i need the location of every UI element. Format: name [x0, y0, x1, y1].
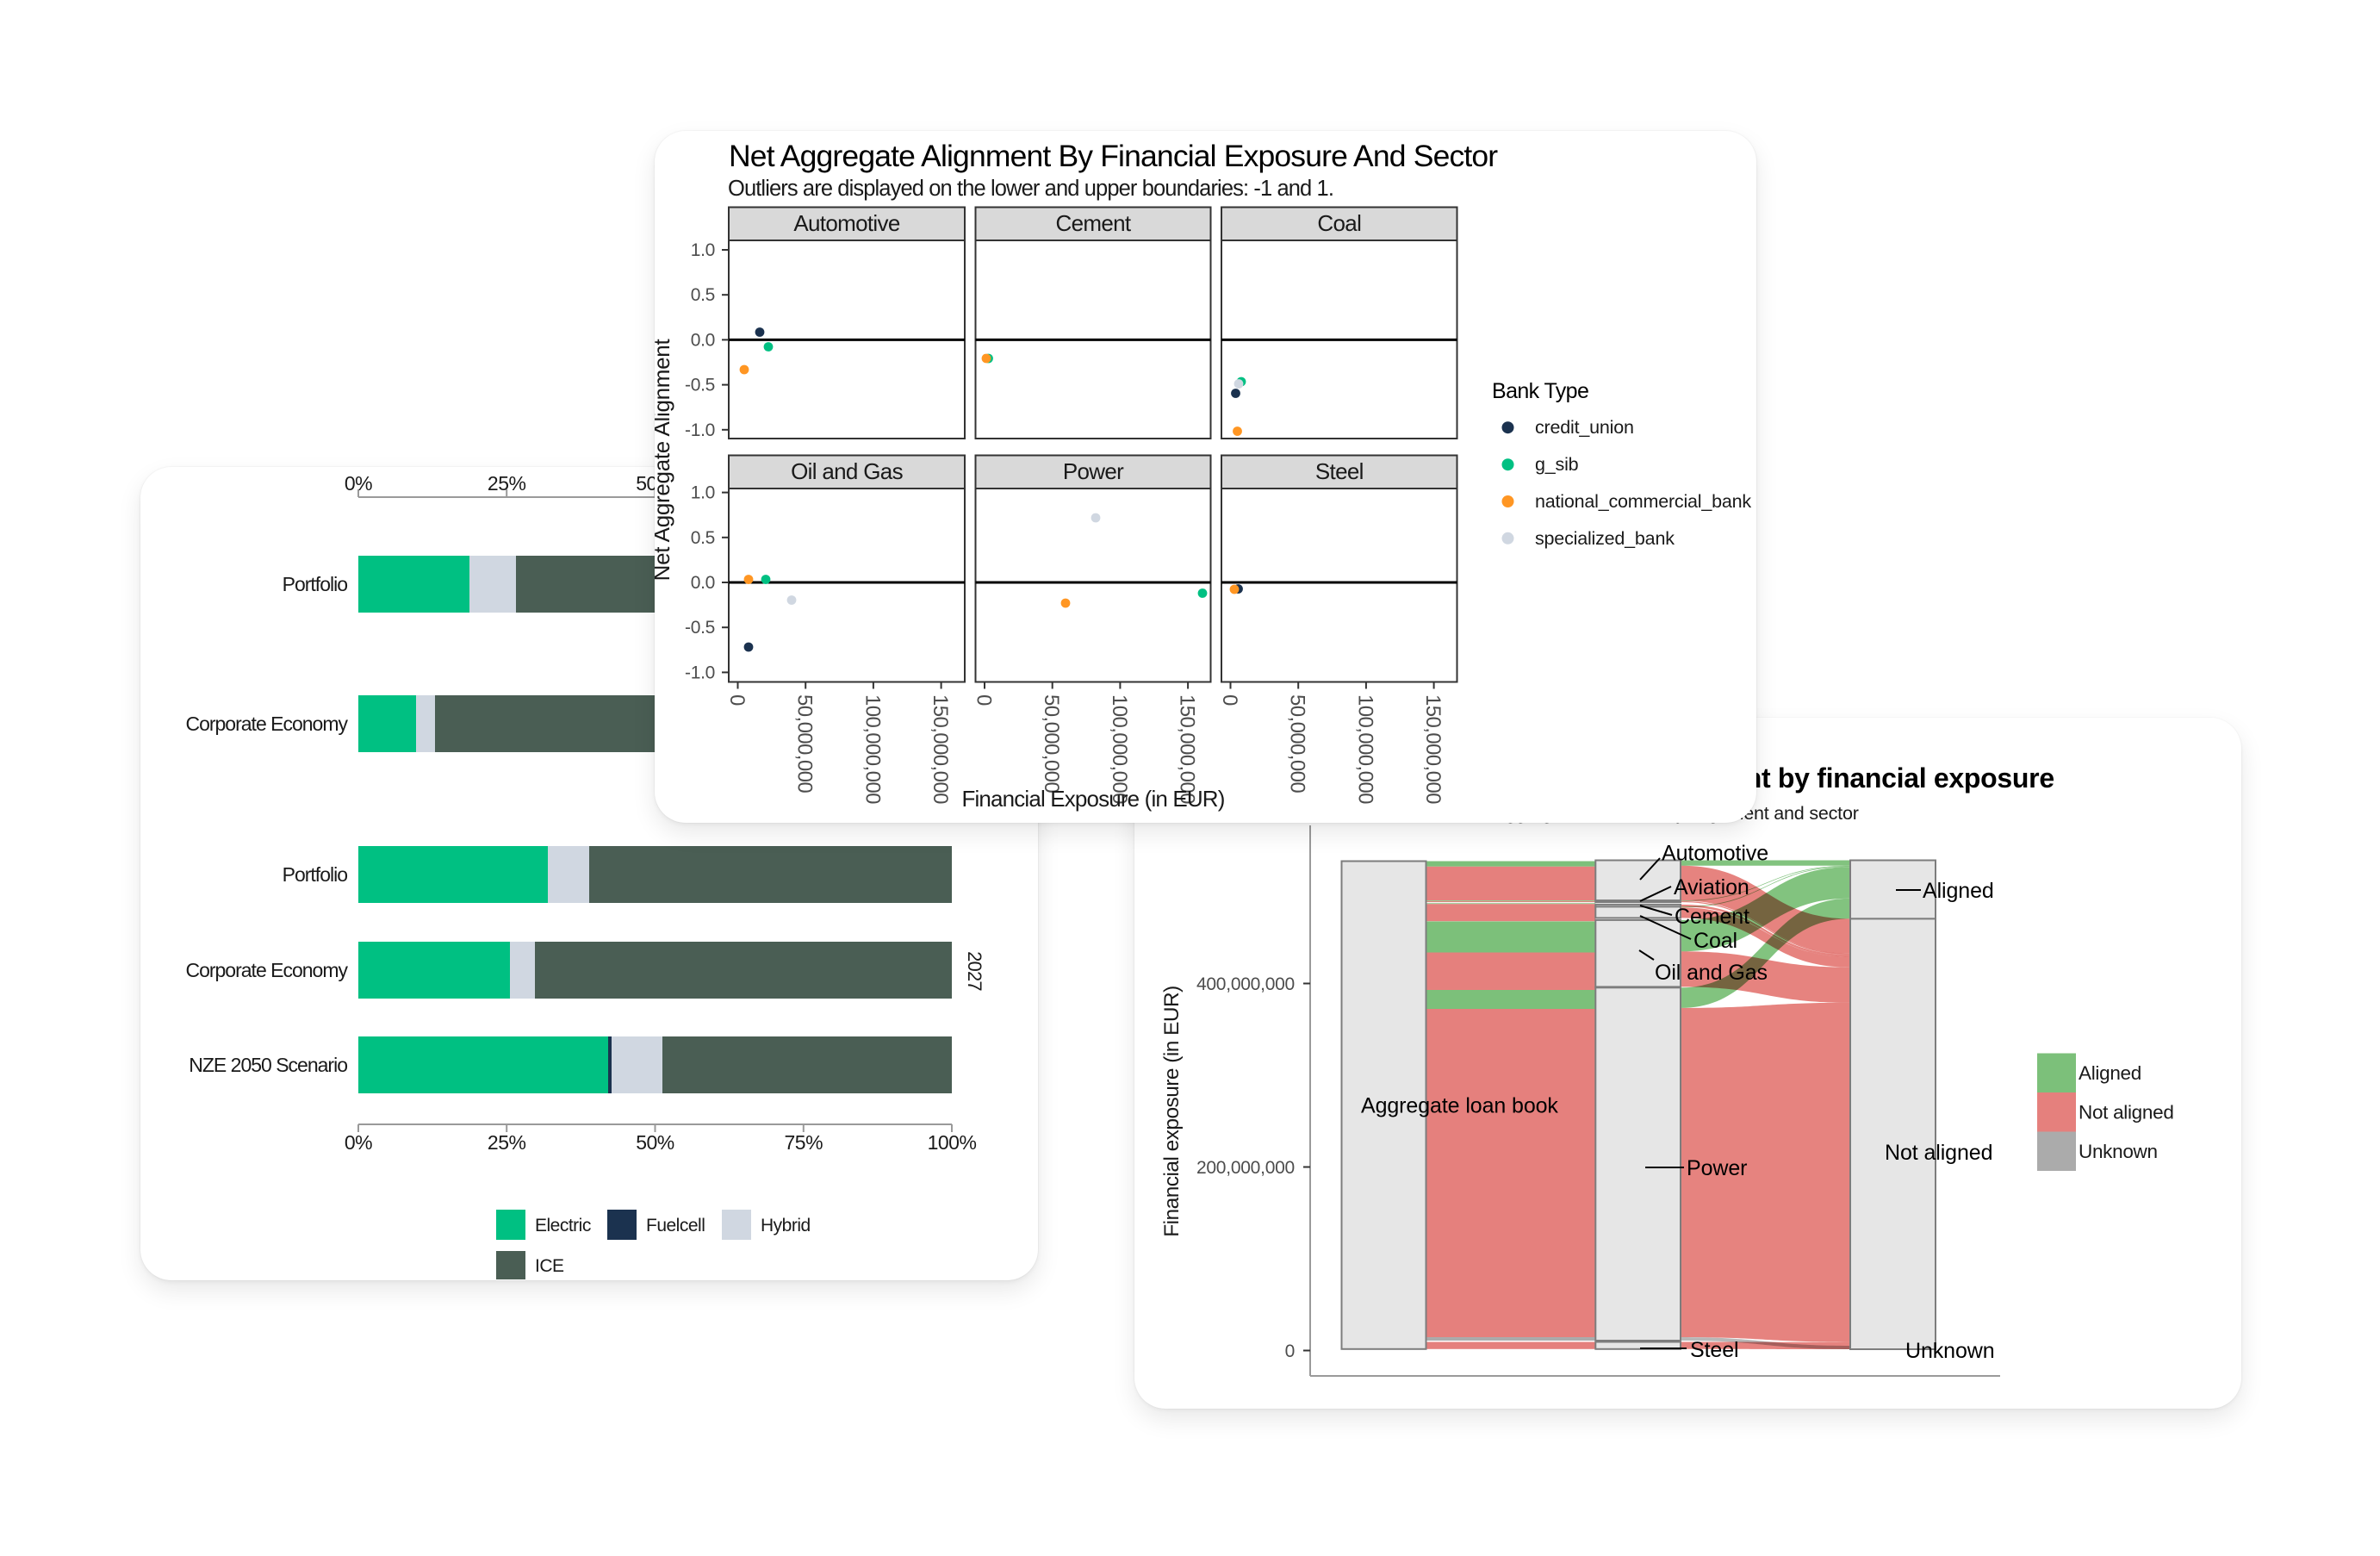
svg-text:specialized_bank: specialized_bank	[1535, 528, 1675, 549]
svg-text:g_sib: g_sib	[1535, 454, 1579, 475]
svg-text:Portfolio: Portfolio	[283, 863, 348, 886]
svg-text:0.5: 0.5	[691, 528, 715, 548]
svg-text:Steel: Steel	[1315, 458, 1364, 484]
svg-text:50,000,000: 50,000,000	[1040, 694, 1063, 793]
svg-text:Cement: Cement	[1675, 905, 1749, 929]
svg-text:-1.0: -1.0	[685, 420, 715, 440]
svg-text:Financial Exposure (in EUR): Financial Exposure (in EUR)	[961, 786, 1224, 812]
svg-text:Not aligned: Not aligned	[1885, 1141, 1992, 1165]
svg-text:100%: 100%	[928, 1131, 977, 1154]
svg-text:150,000,000: 150,000,000	[929, 694, 952, 804]
svg-text:0%: 0%	[345, 472, 372, 495]
svg-text:Electric: Electric	[535, 1216, 591, 1235]
svg-text:0: 0	[1218, 694, 1241, 706]
svg-text:50%: 50%	[636, 1131, 674, 1154]
svg-text:Coal: Coal	[1693, 929, 1737, 953]
svg-text:100,000,000: 100,000,000	[861, 694, 884, 804]
svg-text:200,000,000: 200,000,000	[1196, 1158, 1295, 1178]
svg-text:Cement: Cement	[1056, 210, 1132, 236]
svg-text:0.0: 0.0	[691, 330, 715, 350]
svg-text:Financial exposure (in EUR): Financial exposure (in EUR)	[1160, 986, 1184, 1237]
svg-text:Bank Type: Bank Type	[1492, 379, 1588, 403]
svg-text:2027: 2027	[964, 951, 985, 991]
svg-text:Outliers are displayed on the: Outliers are displayed on the lower and …	[728, 177, 1333, 201]
svg-text:Aligned: Aligned	[2079, 1062, 2141, 1084]
svg-text:Not aligned: Not aligned	[2079, 1102, 2174, 1123]
svg-text:0%: 0%	[345, 1131, 372, 1154]
svg-text:Net Aggregate Alignment By Fin: Net Aggregate Alignment By Financial Exp…	[729, 139, 1498, 173]
svg-text:Power: Power	[1063, 458, 1124, 484]
svg-text:75%: 75%	[785, 1131, 823, 1154]
svg-text:Oil and Gas: Oil and Gas	[791, 458, 903, 484]
svg-text:Portfolio: Portfolio	[283, 573, 348, 595]
svg-text:150,000,000: 150,000,000	[1176, 694, 1199, 804]
svg-text:1.0: 1.0	[691, 483, 715, 503]
svg-text:0: 0	[725, 694, 749, 706]
svg-text:Coal: Coal	[1317, 210, 1361, 236]
svg-text:25%: 25%	[488, 1131, 526, 1154]
svg-text:Net Aggregate Alignment: Net Aggregate Alignment	[655, 339, 674, 582]
svg-text:Corporate Economy: Corporate Economy	[185, 959, 348, 981]
svg-text:1.0: 1.0	[691, 240, 715, 260]
svg-text:400,000,000: 400,000,000	[1196, 974, 1295, 994]
svg-text:ICE: ICE	[535, 1256, 564, 1276]
svg-text:Unknown: Unknown	[2079, 1141, 2158, 1162]
svg-text:Aligned: Aligned	[1923, 879, 1994, 903]
svg-text:credit_union: credit_union	[1535, 417, 1634, 438]
svg-text:0: 0	[1285, 1341, 1295, 1361]
svg-text:Corporate Economy: Corporate Economy	[185, 713, 348, 735]
svg-text:-0.5: -0.5	[685, 618, 715, 638]
svg-text:Hybrid: Hybrid	[761, 1216, 811, 1235]
svg-text:0: 0	[973, 694, 996, 706]
svg-text:50,000,000: 50,000,000	[793, 694, 817, 793]
svg-text:Unknown: Unknown	[1905, 1339, 1995, 1363]
svg-text:100,000,000: 100,000,000	[1353, 694, 1376, 804]
svg-text:50,000,000: 50,000,000	[1286, 694, 1309, 793]
svg-text:Power: Power	[1687, 1156, 1747, 1180]
svg-text:100,000,000: 100,000,000	[1108, 694, 1131, 804]
svg-text:Fuelcell: Fuelcell	[646, 1216, 705, 1235]
svg-text:Aviation: Aviation	[1674, 875, 1749, 899]
svg-text:-0.5: -0.5	[685, 376, 715, 395]
svg-text:0.5: 0.5	[691, 285, 715, 305]
svg-text:NZE 2050 Scenario: NZE 2050 Scenario	[189, 1054, 347, 1076]
svg-text:Automotive: Automotive	[793, 210, 899, 236]
svg-text:Oil and Gas: Oil and Gas	[1655, 961, 1768, 985]
svg-text:-1.0: -1.0	[685, 663, 715, 682]
svg-text:Steel: Steel	[1690, 1338, 1738, 1362]
svg-text:0.0: 0.0	[691, 573, 715, 593]
svg-text:150,000,000: 150,000,000	[1421, 694, 1445, 804]
svg-text:Automotive: Automotive	[1662, 842, 1768, 866]
svg-text:Aggregate loan book: Aggregate loan book	[1361, 1093, 1558, 1117]
svg-text:25%: 25%	[488, 472, 526, 495]
svg-text:national_commercial_bank: national_commercial_bank	[1535, 491, 1751, 512]
